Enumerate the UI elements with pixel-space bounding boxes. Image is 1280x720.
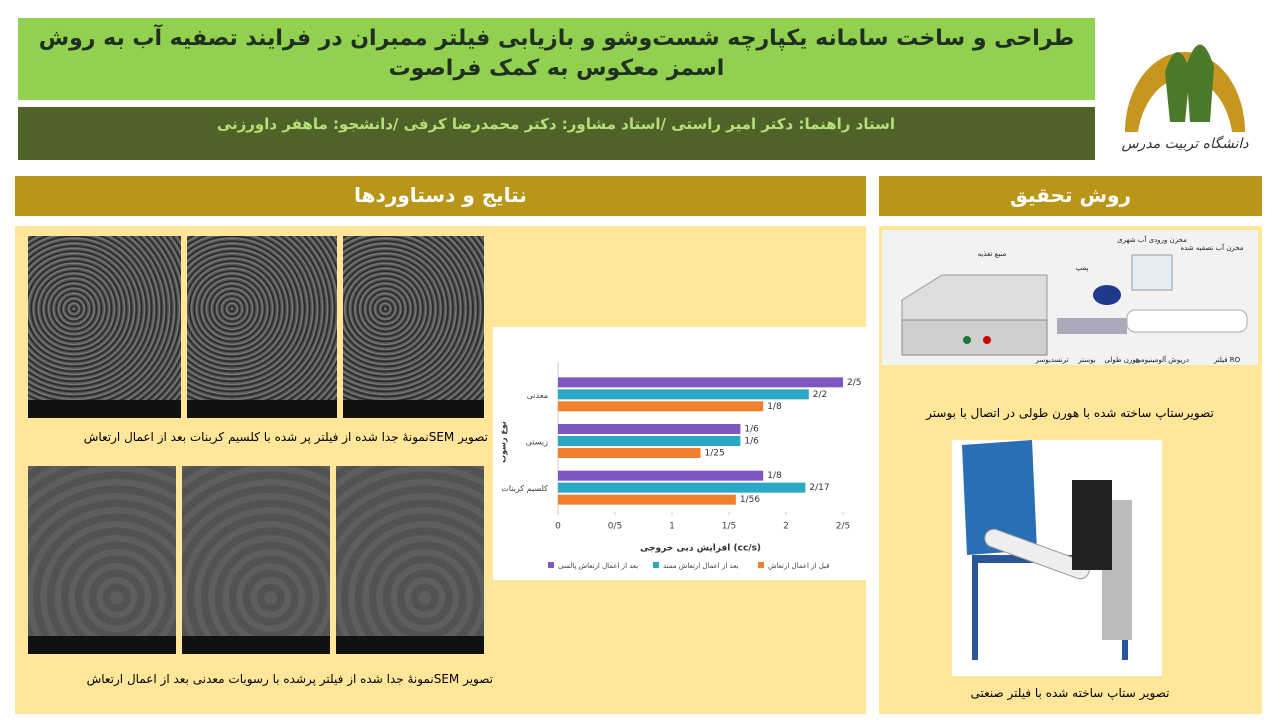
value-label: 2/5 xyxy=(847,378,861,388)
sem-image xyxy=(336,466,484,654)
category-label: معدنی xyxy=(527,391,548,400)
caption: تصویر ستاپ ساخته شده با فیلتر صنعتی xyxy=(970,686,1170,700)
sem-image xyxy=(28,466,176,654)
caption: تصویر SEMنمونهٔ جدا شده از فیلتر پر شده … xyxy=(83,430,488,444)
value-label: 1/6 xyxy=(744,437,759,447)
x-tick-label: 2 xyxy=(783,522,789,532)
photo-label: هورن طولی xyxy=(1104,356,1140,364)
photo-label: دریوش آلومینیومی xyxy=(1135,355,1189,364)
chart: 0 0/5 1 1/5 2 2/5 معدنی 2/5 2/2 1/8 زیستی 1/6 1/6 1/2… xyxy=(493,327,866,580)
legend-label: قبل از اعمال ارتعاش xyxy=(768,562,829,570)
x-axis-label: افزایش دبی خروجی (cc/s) xyxy=(640,544,761,554)
y-axis-label: نوع رسوب xyxy=(499,421,508,463)
x-tick-label: 1/5 xyxy=(722,522,736,532)
bar xyxy=(558,470,764,481)
bar xyxy=(558,389,809,400)
value-label: 1/8 xyxy=(767,471,782,481)
logo: دانشگاه تربیت مدرس xyxy=(1122,44,1250,152)
bar xyxy=(558,424,741,434)
logo-text: دانشگاه تربیت مدرس xyxy=(1122,135,1250,152)
photo-label: فیلتر RO xyxy=(1213,356,1241,364)
sem-image xyxy=(182,466,330,654)
bar xyxy=(558,448,701,458)
title: طراحی و ساخت سامانه یکپارچه شست‌وشو و با… xyxy=(18,18,1095,100)
x-tick-label: 0 xyxy=(555,522,561,532)
photo-label: منبع تغذیه xyxy=(978,250,1007,258)
category-label: کلسیم کربنات xyxy=(501,484,548,493)
bar xyxy=(558,494,736,505)
legend-label: بعد از اعمال ارتعاش ممتد xyxy=(663,562,739,570)
value-label: 2/17 xyxy=(809,483,829,493)
bar xyxy=(558,436,741,446)
x-tick-label: 1 xyxy=(669,522,675,532)
photo-label: ترنسدیوسر xyxy=(1035,356,1069,364)
sem-image xyxy=(187,236,337,418)
category-label: زیستی xyxy=(526,438,548,447)
section-title: روش تحقیق xyxy=(879,176,1262,216)
photo-label: مخزن آب تصفیه شده xyxy=(1180,243,1243,252)
caption: تصویر SEMنمونهٔ جدا شده از فیلتر پرشده ب… xyxy=(86,672,493,686)
photo-label: پمپ xyxy=(1076,264,1089,272)
industrial-photo xyxy=(952,440,1162,676)
value-label: 1/6 xyxy=(744,425,759,435)
bar xyxy=(558,377,843,388)
bar xyxy=(558,482,806,493)
legend-marker xyxy=(548,562,554,568)
value-label: 2/2 xyxy=(813,390,827,400)
legend-marker xyxy=(758,562,764,568)
sem-image xyxy=(343,236,484,418)
value-label: 1/25 xyxy=(705,449,725,459)
photo-label: مخزن ورودی آب شهری xyxy=(1117,235,1187,244)
bar xyxy=(558,401,764,412)
x-tick-label: 0/5 xyxy=(608,522,622,532)
photo-label: بوستر xyxy=(1077,356,1095,364)
authors: استاد راهنما: دکتر امیر راستی /استاد مشا… xyxy=(18,107,1095,160)
legend-label: بعد از اعمال ارتعاش پالسی xyxy=(558,562,638,570)
sem-image xyxy=(28,236,181,418)
x-tick-label: 2/5 xyxy=(836,522,850,532)
caption: تصویرستاپ ساخته شده با هورن طولی در اتصا… xyxy=(926,406,1214,420)
value-label: 1/8 xyxy=(767,402,782,412)
legend-marker xyxy=(653,562,659,568)
value-label: 1/56 xyxy=(740,495,760,505)
section-title: نتایج و دستاوردها xyxy=(15,176,866,216)
